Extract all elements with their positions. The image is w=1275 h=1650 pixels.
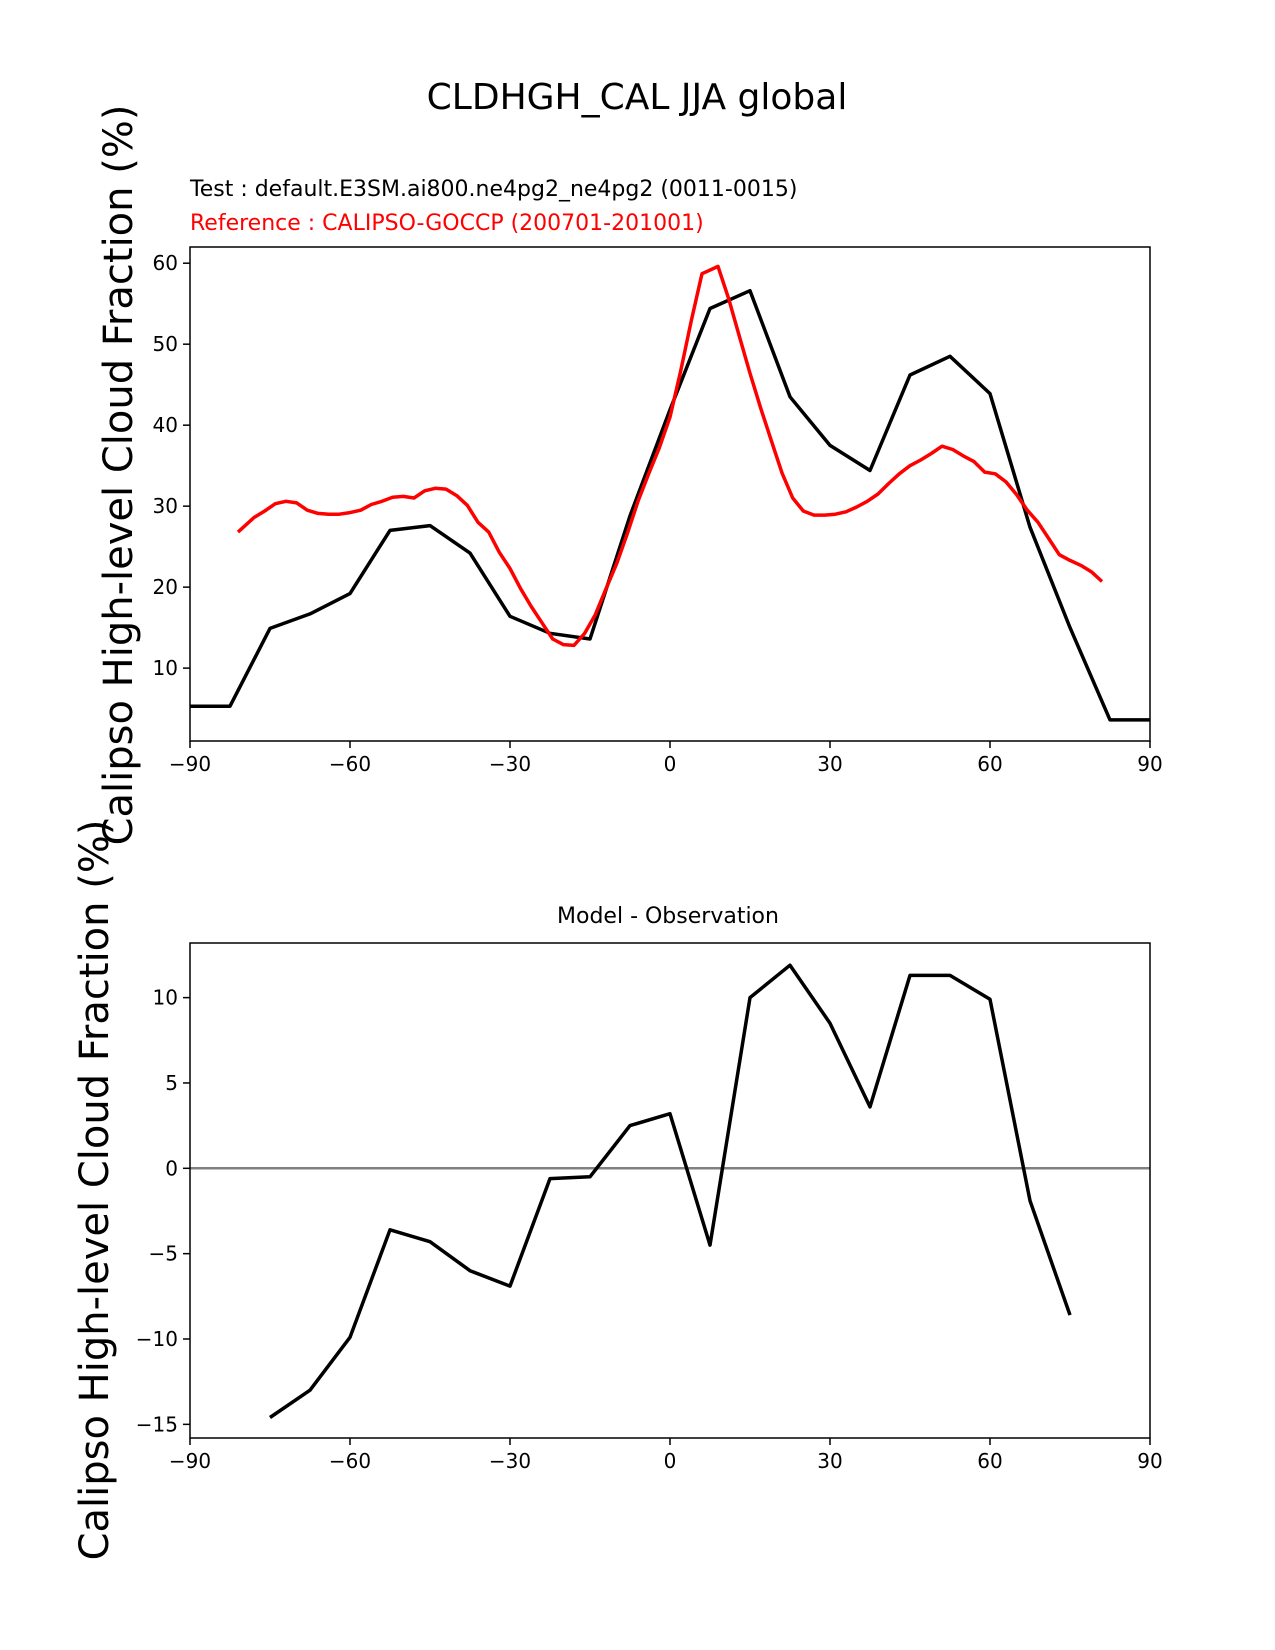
top-x-tick-label: −60 — [329, 752, 371, 776]
difference-series-line — [269, 963, 1072, 1419]
reference-label: Reference : CALIPSO-GOCCP (200701-201001… — [190, 211, 704, 236]
bottom-y-tick-label: 5 — [165, 1071, 178, 1095]
y-axis-label-bottom: Calipso High-level Cloud Fraction (%) — [72, 820, 118, 1561]
test-label: Test : default.E3SM.ai800.ne4pg2_ne4pg2 … — [189, 177, 797, 202]
bottom-y-tick-label: −15 — [136, 1412, 178, 1436]
bottom-x-tick-label: −30 — [489, 1449, 531, 1473]
top-plot-frame — [189, 246, 1151, 742]
bottom-x-tick-label: 90 — [1137, 1449, 1162, 1473]
top-y-tick-label: 30 — [153, 494, 178, 518]
bottom-x-tick-label: 60 — [977, 1449, 1002, 1473]
bottom-y-tick-label: 10 — [153, 986, 178, 1010]
top-x-tick-label: 0 — [664, 752, 677, 776]
top-x-tick-label: 60 — [977, 752, 1002, 776]
top-y-tick-label: 50 — [153, 332, 178, 356]
bottom-x-tick-label: 30 — [817, 1449, 842, 1473]
top-x-tick-label: 90 — [1137, 752, 1162, 776]
top-y-tick-label: 20 — [153, 575, 178, 599]
bottom-panel: −90 −60 −30 0 30 60 90 −15 −10 −5 0 5 10 — [136, 942, 1163, 1473]
panel-title: Model - Observation — [557, 904, 779, 929]
reference-series-line — [236, 264, 1104, 648]
top-x-tick-label: −90 — [169, 752, 211, 776]
bottom-plot-frame — [189, 942, 1151, 1439]
bottom-x-tick-label: −90 — [169, 1449, 211, 1473]
top-x-tick-label: 30 — [817, 752, 842, 776]
bottom-y-tick-label: 0 — [165, 1156, 178, 1180]
top-panel: −90 −60 −30 0 30 60 90 10 20 30 40 50 60 — [153, 246, 1163, 776]
bottom-x-tick-label: 0 — [664, 1449, 677, 1473]
top-y-tick-label: 10 — [153, 656, 178, 680]
chart-title: CLDHGH_CAL JJA global — [427, 77, 848, 118]
bottom-x-tick-label: −60 — [329, 1449, 371, 1473]
bottom-y-tick-label: −5 — [149, 1242, 178, 1266]
test-series-line — [190, 288, 1150, 722]
bottom-y-tick-label: −10 — [136, 1327, 178, 1351]
top-y-tick-label: 60 — [153, 251, 178, 275]
top-y-tick-label: 40 — [153, 413, 178, 437]
y-axis-label-top: Calipso High-level Cloud Fraction (%) — [96, 105, 142, 846]
top-x-tick-label: −30 — [489, 752, 531, 776]
